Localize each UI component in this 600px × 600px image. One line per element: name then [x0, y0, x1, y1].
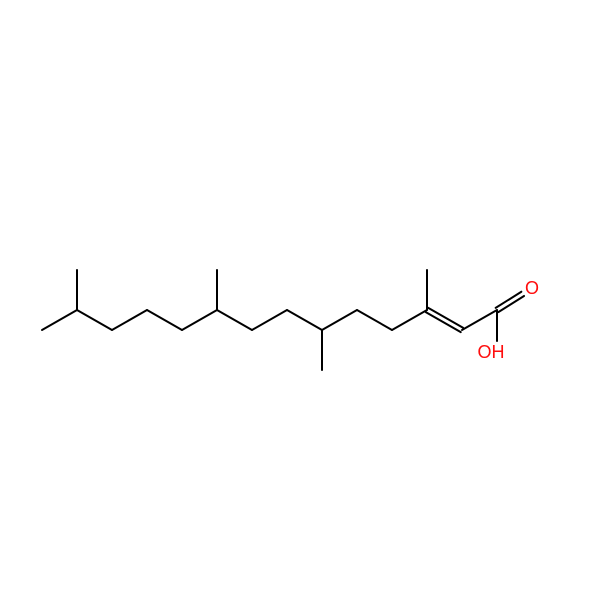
svg-text:O: O: [525, 278, 539, 298]
molecule-diagram: O OH: [0, 0, 600, 600]
svg-text:OH: OH: [478, 342, 505, 362]
